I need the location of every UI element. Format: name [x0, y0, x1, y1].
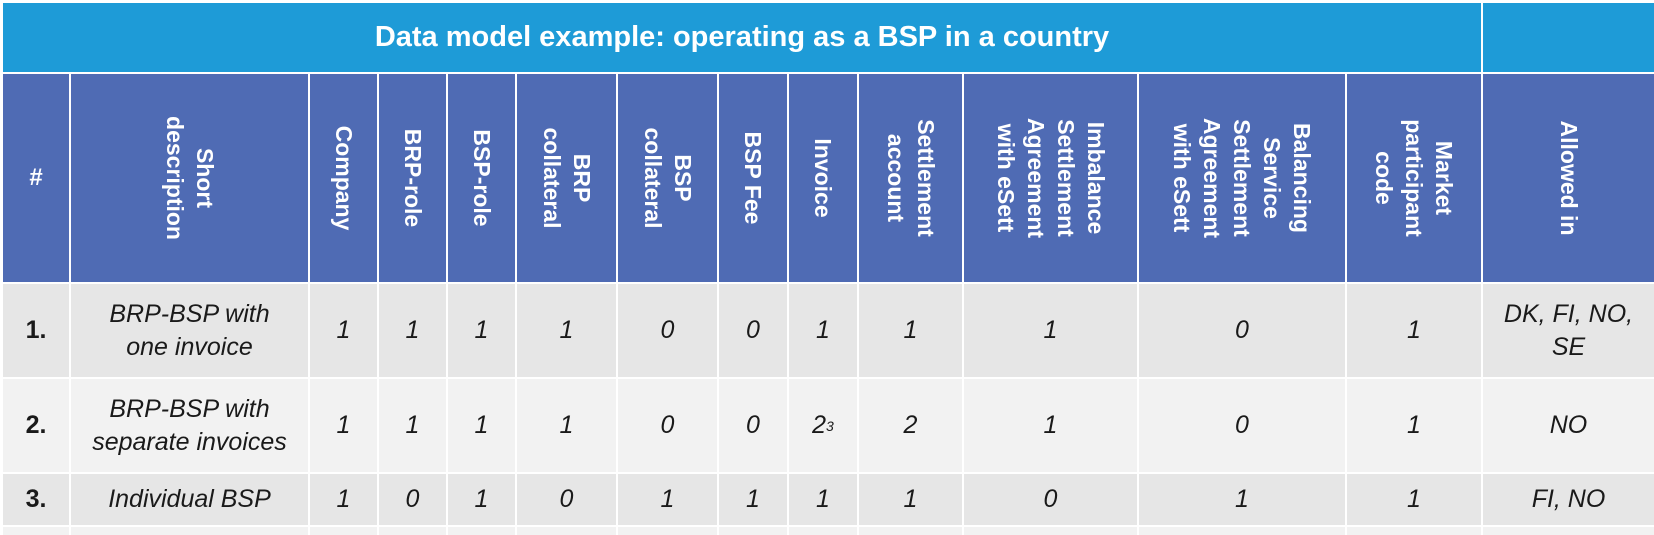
header-label: Settlement account	[882, 119, 939, 237]
table-cell: 1	[517, 284, 616, 377]
table-cell: NO	[1483, 379, 1654, 472]
table-cell-partial	[1483, 527, 1654, 535]
table-cell: 1	[448, 379, 515, 472]
table-cell: DK, FI, NO, SE	[1483, 284, 1654, 377]
table-cell: 0	[379, 474, 446, 525]
table-title: Data model example: operating as a BSP i…	[3, 3, 1481, 72]
header-bsp-role: BSP-role	[448, 74, 515, 282]
table-cell: 1	[1139, 474, 1345, 525]
row-number: 3.	[3, 474, 69, 525]
table-cell: 1	[1347, 379, 1481, 472]
header-label: Company	[330, 125, 357, 231]
table-cell: 1	[859, 474, 962, 525]
header-bsp-fee: BSP Fee	[719, 74, 787, 282]
table-cell: 1	[379, 379, 446, 472]
header-label: Balancing Service Settlement Agreement w…	[1169, 117, 1315, 239]
table-cell: 1	[1347, 474, 1481, 525]
table-cell-partial	[71, 527, 308, 535]
table-cell-partial	[448, 527, 515, 535]
table-cell: 0	[719, 284, 787, 377]
table-cell: 0	[618, 284, 717, 377]
table-cell-partial	[379, 527, 446, 535]
header-hash: #	[3, 74, 69, 282]
table-cell: 0	[1139, 284, 1345, 377]
header-imbalance-settlement-agreement: Imbalance Settlement Agreement with eSet…	[964, 74, 1137, 282]
table-cell-partial	[310, 527, 377, 535]
header-label: BSP collateral	[639, 127, 696, 229]
header-settlement-account: Settlement account	[859, 74, 962, 282]
table-cell: 1	[1347, 284, 1481, 377]
table-cell-partial	[618, 527, 717, 535]
table-cell: 1	[618, 474, 717, 525]
header-label: Allowed in	[1555, 120, 1582, 236]
table-cell: 1	[310, 379, 377, 472]
table-cell: 1	[448, 284, 515, 377]
header-company: Company	[310, 74, 377, 282]
table-cell: BRP-BSP with separate invoices	[71, 379, 308, 472]
row-number: 1.	[3, 284, 69, 377]
header-bsp-collateral: BSP collateral	[618, 74, 717, 282]
table-cell-partial	[859, 527, 962, 535]
table-cell: FI, NO	[1483, 474, 1654, 525]
header-label: BRP collateral	[538, 127, 595, 229]
header-balancing-service-settlement-agreement: Balancing Service Settlement Agreement w…	[1139, 74, 1345, 282]
table-cell-partial	[1347, 527, 1481, 535]
table-cell: 1	[448, 474, 515, 525]
table-cell: BRP-BSP with one invoice	[71, 284, 308, 377]
table-cell: 0	[964, 474, 1137, 525]
table-cell-partial	[964, 527, 1137, 535]
table-cell: 1	[789, 474, 857, 525]
table-cell: 1	[379, 284, 446, 377]
table-cell: 1	[310, 474, 377, 525]
header-label: Short description	[161, 116, 218, 240]
header-invoice: Invoice	[789, 74, 857, 282]
header-label: #	[29, 164, 43, 191]
header-label: Market participant code	[1371, 119, 1457, 237]
table-cell: 1	[517, 379, 616, 472]
table-cell: 1	[859, 284, 962, 377]
table-cell: 1	[310, 284, 377, 377]
header-brp-collateral: BRP collateral	[517, 74, 616, 282]
table-cell: 0	[517, 474, 616, 525]
header-label: BRP-role	[399, 128, 426, 228]
table-cell-partial	[1139, 527, 1345, 535]
header-short-description: Short description	[71, 74, 308, 282]
title-corner-cell	[1483, 3, 1654, 72]
header-label: Invoice	[810, 138, 836, 218]
row-number: 2.	[3, 379, 69, 472]
header-brp-role: BRP-role	[379, 74, 446, 282]
header-label: Imbalance Settlement Agreement with eSet…	[992, 117, 1109, 239]
table-cell: Individual BSP	[71, 474, 308, 525]
table-cell: 1	[719, 474, 787, 525]
table-cell: 0	[618, 379, 717, 472]
table-cell-partial	[719, 527, 787, 535]
table-cell-partial	[789, 527, 857, 535]
table-cell: 1	[964, 284, 1137, 377]
table-cell: 1	[964, 379, 1137, 472]
header-label: BSP-role	[468, 129, 495, 227]
header-market-participant-code: Market participant code	[1347, 74, 1481, 282]
table-cell-partial	[517, 527, 616, 535]
table-cell-partial	[3, 527, 69, 535]
table-cell: 2	[859, 379, 962, 472]
table-cell: 0	[719, 379, 787, 472]
header-allowed-in: Allowed in	[1483, 74, 1654, 282]
table-cell: 1	[789, 284, 857, 377]
table-cell: 0	[1139, 379, 1345, 472]
header-label: BSP Fee	[740, 131, 766, 225]
